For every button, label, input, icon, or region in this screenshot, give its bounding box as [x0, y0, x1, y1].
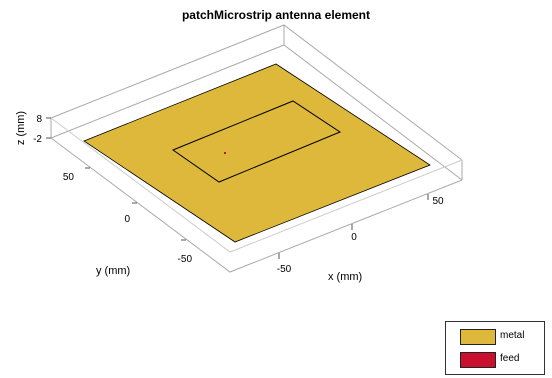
- y-tick-0: 0: [124, 214, 130, 225]
- antenna-3d-plot[interactable]: 8 -2 z (mm) 50 0 -50 y (mm) -50 0 50 x (…: [0, 0, 552, 320]
- y-tick-neg50: -50: [178, 254, 193, 265]
- patch-outline[interactable]: [171, 100, 342, 183]
- legend-label-feed: feed: [500, 353, 520, 364]
- legend[interactable]: metal feed: [445, 321, 545, 375]
- ground-plane[interactable]: [83, 63, 431, 243]
- box-back-bottom: [50, 44, 463, 181]
- feed-swatch: [460, 352, 496, 368]
- tick-marks: [46, 117, 429, 259]
- plot-title: patchMicrostrip antenna element: [181, 8, 371, 22]
- y-tick-50: 50: [63, 172, 75, 183]
- legend-label-metal: metal: [500, 330, 525, 341]
- x-tick-0: 0: [351, 232, 357, 243]
- x-tick-neg50: -50: [277, 264, 292, 275]
- box-front-top: [50, 117, 463, 253]
- y-axis-label: y (mm): [96, 265, 130, 277]
- feed-point[interactable]: [224, 152, 226, 154]
- z-axis-label: z (mm): [15, 111, 27, 145]
- z-tick-8: 8: [36, 114, 42, 125]
- axes-box: [50, 24, 463, 273]
- x-tick-50: 50: [432, 196, 444, 207]
- x-axis-label: x (mm): [328, 271, 362, 283]
- box-front-bottom: [50, 137, 463, 273]
- z-tick-neg2: -2: [33, 134, 42, 145]
- metal-swatch: [460, 329, 496, 345]
